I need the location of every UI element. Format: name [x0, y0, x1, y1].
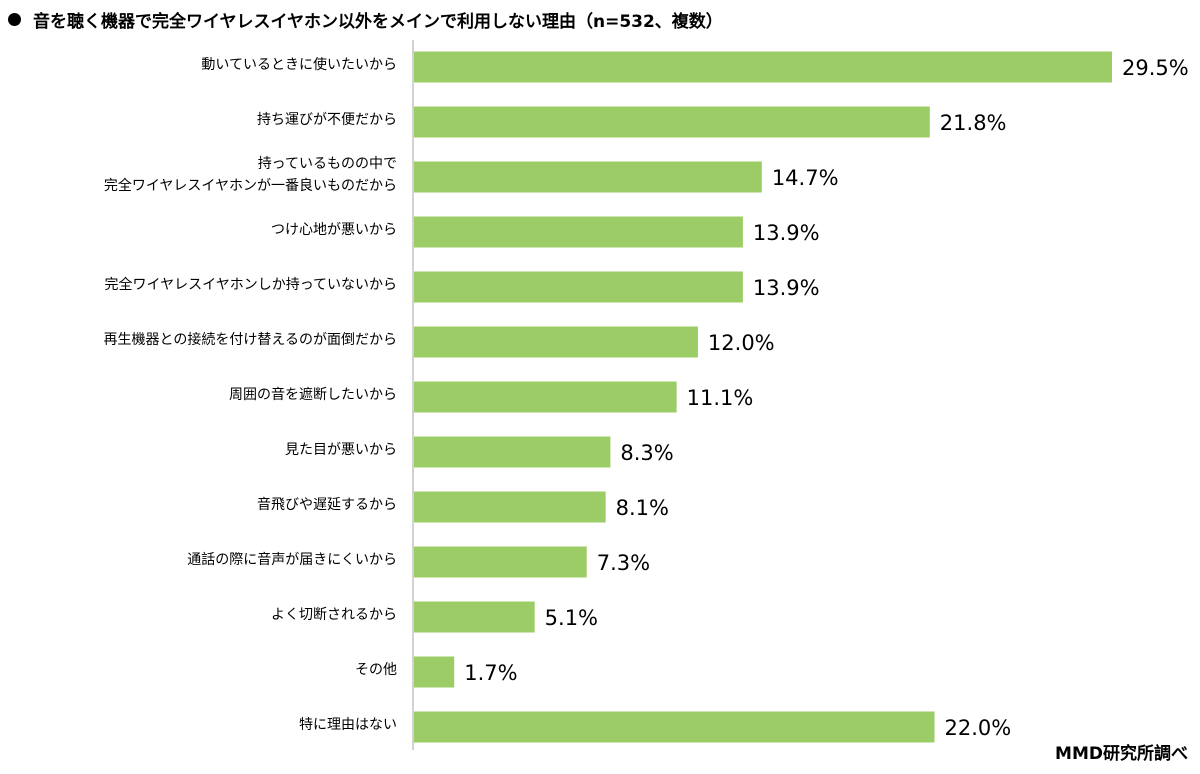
category-label-line: 通話の際に音声が届きにくいから	[187, 551, 397, 568]
bar-11	[414, 601, 535, 633]
category-label-line: 持っているものの中で	[258, 156, 397, 172]
value-label-9: 8.1%	[616, 496, 669, 520]
category-label-line: つけ心地が悪いから	[271, 222, 397, 238]
bar-12	[414, 656, 455, 688]
category-label-11: よく切断されるから	[271, 607, 397, 623]
category-label-line: 再生機器との接続を付け替えるのが面倒だから	[104, 331, 397, 348]
category-label-6: 再生機器との接続を付け替えるのが面倒だから	[104, 331, 397, 348]
category-label-10: 通話の際に音声が届きにくいから	[187, 551, 397, 568]
chart-title: 音を聴く機器で完全ワイヤレスイヤホン以外をメインで利用しない理由（n=532、複…	[33, 11, 723, 32]
value-label-10: 7.3%	[597, 551, 650, 575]
category-label-line: 持ち運びが不便だから	[257, 112, 397, 128]
value-label-3: 14.7%	[772, 166, 839, 190]
category-label-2: 持ち運びが不便だから	[257, 112, 397, 128]
value-label-1: 29.5%	[1122, 56, 1189, 80]
category-label-7: 周囲の音を遮断したいから	[229, 386, 397, 403]
value-label-7: 11.1%	[687, 386, 754, 410]
category-label-line: 見た目が悪いから	[285, 442, 397, 458]
value-label-4: 13.9%	[753, 221, 820, 245]
bar-3	[414, 161, 762, 193]
source-credit: MMD研究所調べ	[1055, 744, 1188, 764]
bar-5	[414, 271, 743, 303]
value-label-5: 13.9%	[753, 276, 820, 300]
category-label-line: 完全ワイヤレスイヤホンしか持っていないから	[105, 276, 397, 293]
bar-2	[414, 106, 930, 138]
category-label-line: 動いているときに使いたいから	[201, 56, 397, 73]
bar-4	[414, 216, 743, 248]
category-label-8: 見た目が悪いから	[285, 442, 397, 458]
bullet-icon	[8, 12, 21, 26]
bar-9	[414, 491, 606, 523]
bar-10	[414, 546, 587, 578]
category-label-line: その他	[355, 662, 397, 678]
bar-1	[414, 51, 1112, 83]
value-label-2: 21.8%	[940, 111, 1007, 135]
bar-7	[414, 381, 677, 413]
value-label-8: 8.3%	[620, 441, 673, 465]
category-label-line: 周囲の音を遮断したいから	[229, 386, 397, 403]
category-label-1: 動いているときに使いたいから	[201, 56, 397, 73]
category-label-5: 完全ワイヤレスイヤホンしか持っていないから	[105, 276, 397, 293]
category-label-12: その他	[355, 662, 397, 678]
bar-13	[414, 711, 935, 743]
bar-6	[414, 326, 698, 358]
category-label-4: つけ心地が悪いから	[271, 222, 397, 238]
value-label-11: 5.1%	[545, 606, 598, 630]
value-label-13: 22.0%	[945, 716, 1012, 740]
category-label-9: 音飛びや遅延するから	[257, 496, 397, 513]
category-label-line: よく切断されるから	[271, 607, 397, 623]
category-label-13: 特に理由はない	[299, 717, 397, 733]
value-label-6: 12.0%	[708, 331, 775, 355]
category-label-line: 特に理由はない	[299, 717, 397, 733]
bar-8	[414, 436, 611, 468]
category-label-line: 完全ワイヤレスイヤホンが一番良いものだから	[104, 177, 397, 194]
category-label-line: 音飛びや遅延するから	[257, 496, 397, 513]
category-label-3: 持っているものの中で完全ワイヤレスイヤホンが一番良いものだから	[104, 156, 397, 194]
chart-title-row: 音を聴く機器で完全ワイヤレスイヤホン以外をメインで利用しない理由（n=532、複…	[8, 6, 723, 32]
value-label-12: 1.7%	[464, 661, 517, 685]
